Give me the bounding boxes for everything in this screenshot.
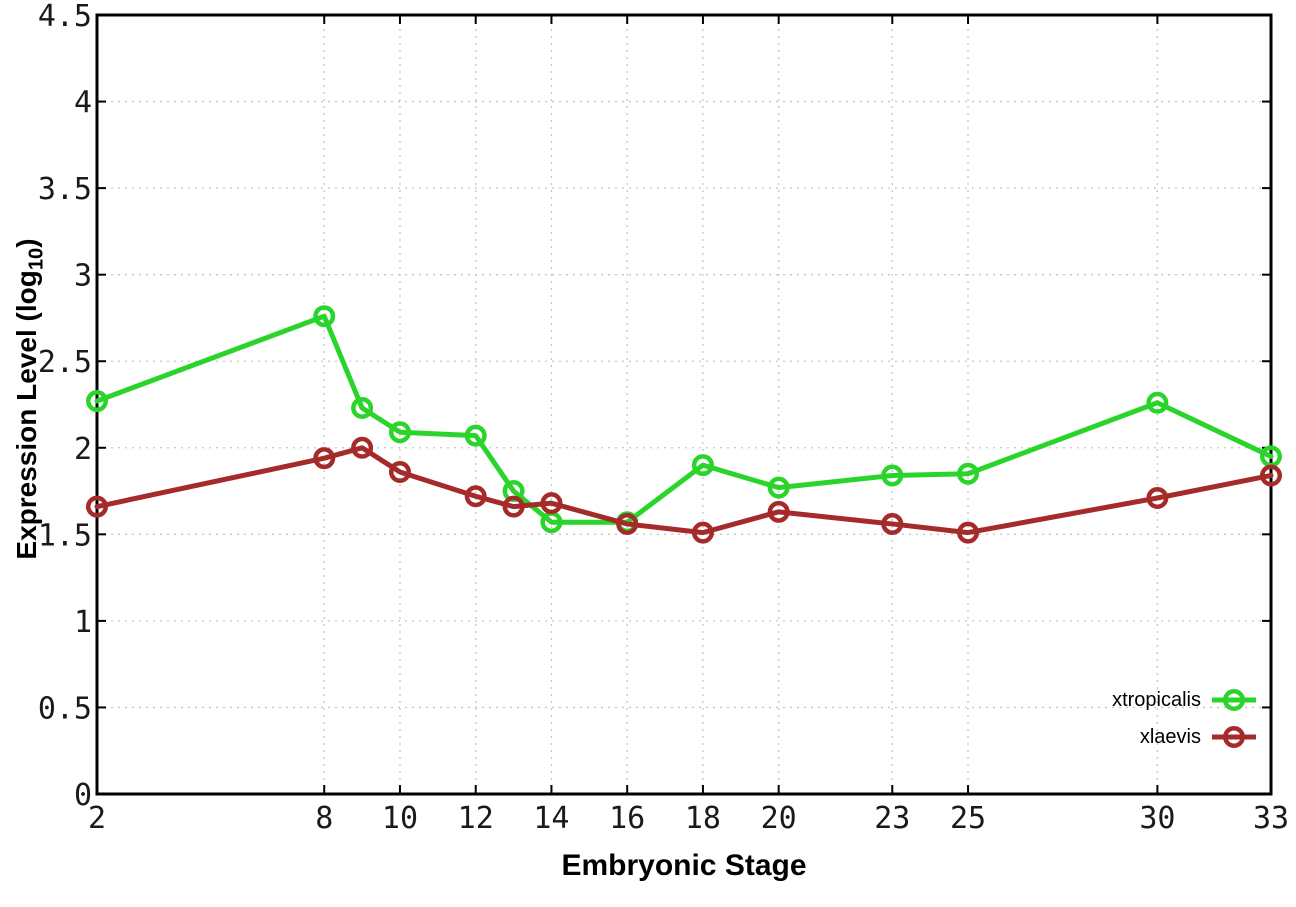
x-tick-label: 33 [1253, 801, 1289, 836]
x-axis-title: Embryonic Stage [561, 849, 807, 882]
y-axis-title-close: ) [11, 238, 42, 248]
y-tick-label: 2 [74, 432, 92, 467]
series-marker-xlaevis [540, 492, 563, 515]
series-marker-xtropicalis [351, 396, 374, 419]
series-marker-xlaevis [86, 495, 108, 518]
y-axis-title-text: Expression Level (log [11, 270, 42, 560]
series-marker-xlaevis [313, 447, 336, 470]
x-tick-label: 8 [315, 801, 333, 836]
y-tick-label: 4.5 [38, 0, 92, 34]
y-tick-label: 0.5 [38, 691, 92, 726]
series-marker-xlaevis [767, 500, 790, 523]
x-tick-label: 25 [950, 801, 986, 836]
series-marker-xtropicalis [86, 390, 108, 413]
series-marker-xlaevis [502, 495, 525, 518]
series-marker-xtropicalis [313, 305, 336, 328]
x-tick-label: 2 [88, 801, 106, 836]
series-line-xlaevis [94, 445, 1274, 536]
series-marker-xlaevis [1260, 464, 1282, 487]
y-tick-label: 3 [74, 259, 92, 294]
x-tick-label: 16 [609, 801, 645, 836]
y-tick-label: 0 [74, 778, 92, 813]
y-tick-label: 3.5 [38, 172, 92, 207]
x-tick-label: 14 [533, 801, 569, 836]
x-tick-label: 20 [761, 801, 797, 836]
series-marker-xlaevis [388, 461, 411, 484]
y-axis-title: Expression Level (log10) [10, 149, 48, 649]
y-tick-label: 4 [74, 86, 92, 121]
series-marker-xlaevis [1146, 486, 1169, 509]
series-marker-xtropicalis [388, 421, 411, 444]
series-line-xtropicalis [94, 313, 1274, 525]
x-tick-label: 30 [1139, 801, 1175, 836]
series-marker-xlaevis [881, 512, 904, 535]
series-marker-xlaevis [691, 521, 714, 544]
series-marker-xtropicalis [881, 464, 904, 487]
plot-border [95, 13, 1273, 796]
x-tick-label: 23 [874, 801, 910, 836]
series-marker-xtropicalis [767, 476, 790, 499]
y-tick-label: 1.5 [38, 518, 92, 553]
series-marker-xlaevis [351, 436, 374, 459]
y-axis-title-subscript: 10 [25, 247, 48, 271]
series-marker-xlaevis [464, 485, 487, 508]
x-tick-label: 10 [382, 801, 418, 836]
series-marker-xtropicalis [1146, 391, 1169, 414]
series-marker-xlaevis [616, 512, 639, 535]
y-tick-label: 2.5 [38, 345, 92, 380]
x-tick-label: 12 [458, 801, 494, 836]
series-marker-xtropicalis [957, 462, 980, 485]
series-marker-xtropicalis [691, 454, 714, 477]
series-marker-xlaevis [957, 521, 980, 544]
x-tick-label: 18 [685, 801, 721, 836]
y-tick-label: 1 [74, 605, 92, 640]
series-marker-xtropicalis [464, 424, 487, 447]
